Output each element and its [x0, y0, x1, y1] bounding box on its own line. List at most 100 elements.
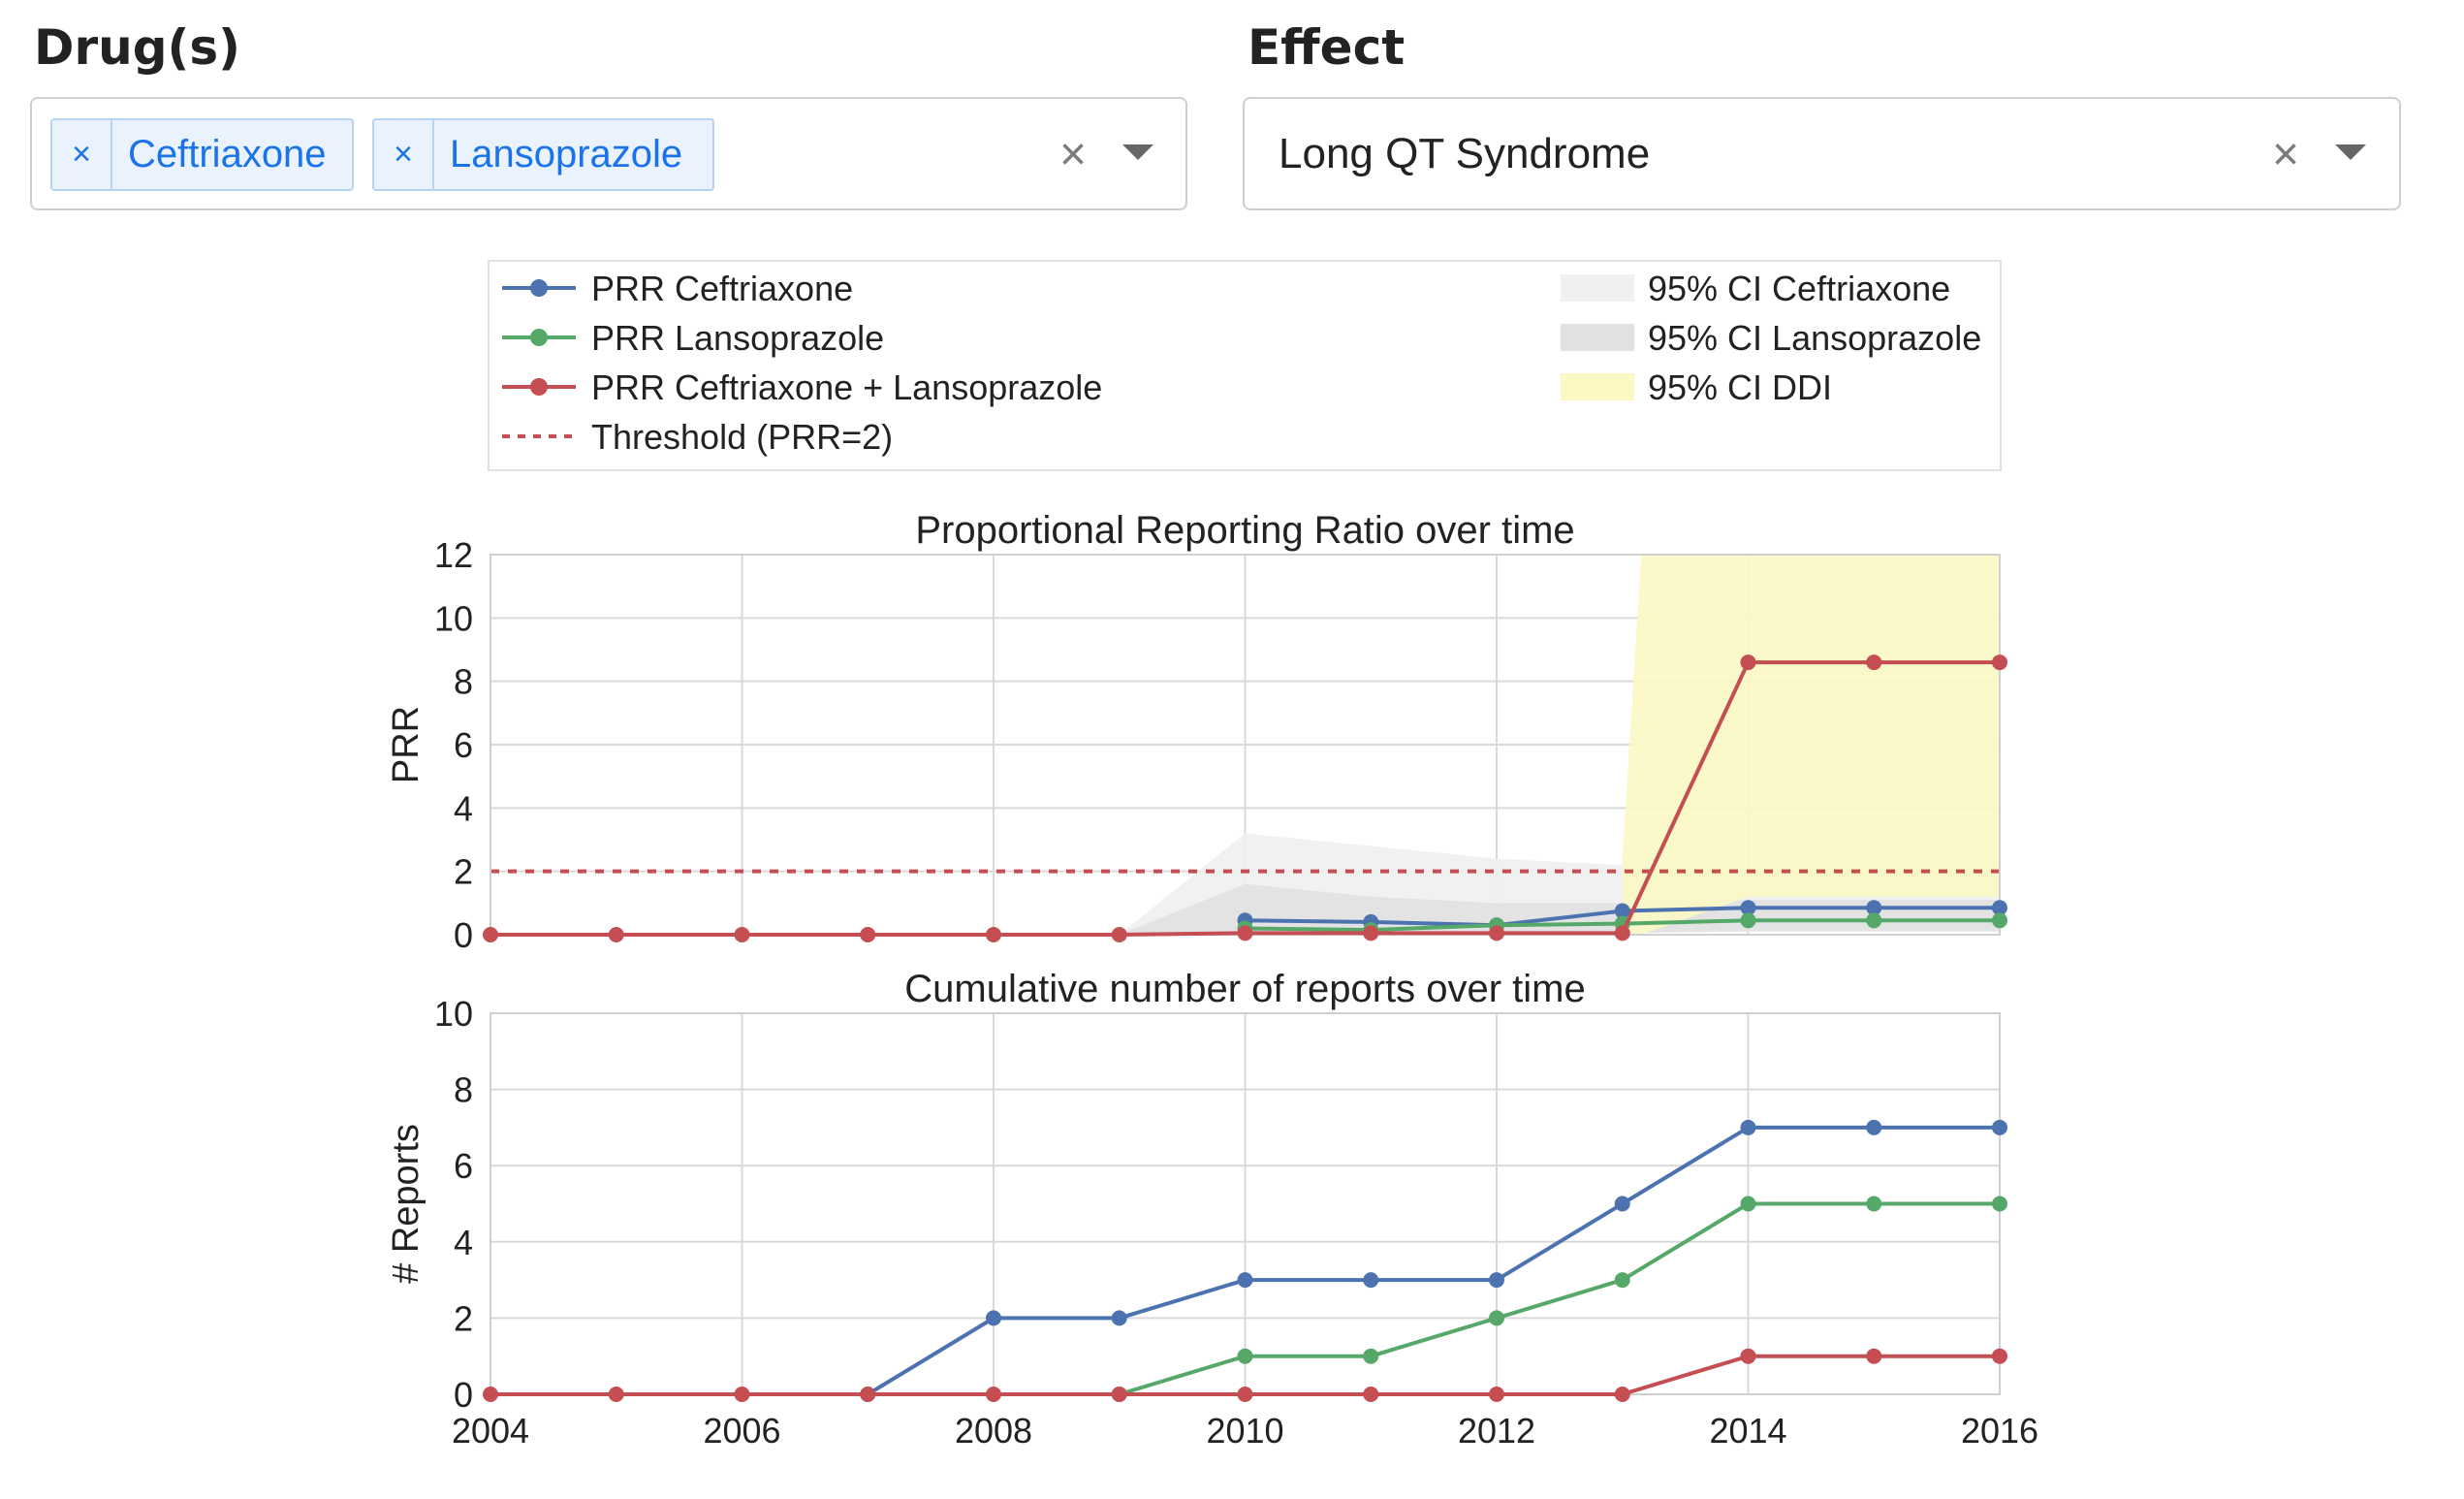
- series-point: [1111, 1310, 1127, 1326]
- series-point: [1363, 925, 1379, 941]
- legend: PRR Ceftriaxone PRR Lansoprazole PRR Ceftr…: [488, 260, 2002, 471]
- y-tick-label: 2: [454, 852, 473, 892]
- series-point: [1740, 1119, 1756, 1135]
- series-point: [734, 927, 750, 942]
- series-point: [483, 1387, 498, 1402]
- y-tick-label: 0: [454, 915, 473, 955]
- legend-ci-swatch: [1561, 274, 1634, 302]
- legend-marker: [530, 329, 548, 346]
- series-point: [1866, 1196, 1882, 1212]
- series-point: [1992, 654, 2007, 671]
- series-point: [1363, 1387, 1379, 1402]
- series-point: [1866, 900, 1882, 916]
- tag-remove-ceftriaxone-button[interactable]: ×: [52, 120, 112, 189]
- caret-down-icon[interactable]: [1122, 144, 1153, 160]
- tag-ceftriaxone: × Ceftriaxone: [50, 118, 354, 191]
- chart-title: Proportional Reporting Ratio over time: [915, 509, 1574, 552]
- series-point: [1489, 925, 1504, 941]
- x-tick-label: 2008: [955, 1411, 1032, 1451]
- series-point: [1992, 1119, 2007, 1135]
- y-tick-label: 10: [434, 598, 473, 638]
- y-axis-label: # Reports: [386, 1124, 426, 1284]
- series-point: [1866, 654, 1882, 671]
- legend-label: PRR Lansoprazole: [591, 318, 884, 358]
- tag-lansoprazole: × Lansoprazole: [372, 118, 714, 191]
- reports-plot: Cumulative number of reports over time # …: [386, 968, 2038, 1451]
- series-point: [1992, 1196, 2007, 1212]
- series-point: [1614, 1272, 1630, 1289]
- y-tick-label: 4: [454, 1223, 473, 1262]
- series-point: [1237, 1387, 1253, 1402]
- series-point: [734, 1387, 750, 1402]
- legend-ci-swatch: [1561, 324, 1634, 351]
- legend-label: PRR Ceftriaxone: [591, 269, 853, 308]
- y-tick-label: 10: [434, 994, 473, 1034]
- series-point: [1740, 1196, 1756, 1212]
- series-point: [1614, 1196, 1630, 1212]
- y-tick-label: 12: [434, 535, 473, 575]
- series-point: [1111, 1387, 1127, 1402]
- drugs-select[interactable]: × Ceftriaxone × Lansoprazole ×: [30, 97, 1187, 210]
- x-tick-label: 2004: [452, 1411, 529, 1451]
- series-point: [1740, 912, 1756, 929]
- series-point: [1614, 925, 1630, 941]
- prr-plot: Proportional Reporting Ratio over time PR…: [386, 509, 2007, 955]
- series-point: [986, 1387, 1001, 1402]
- chart-title: Cumulative number of reports over time: [904, 968, 1586, 1010]
- series-line-1: [1119, 1201, 2000, 1396]
- legend-label: 95% CI DDI: [1648, 367, 1832, 407]
- series-point: [1614, 1387, 1630, 1402]
- series-point: [1489, 1310, 1504, 1326]
- series-point: [986, 927, 1001, 942]
- series-point: [1237, 1348, 1253, 1364]
- caret-down-icon[interactable]: [2335, 144, 2366, 160]
- series-point: [1992, 912, 2007, 929]
- series-point: [1363, 1272, 1379, 1289]
- series-point: [1489, 1272, 1504, 1289]
- series-point: [1614, 903, 1630, 919]
- series-point: [1866, 1119, 1882, 1135]
- series-point: [608, 1387, 624, 1402]
- drugs-clear-button[interactable]: ×: [1059, 129, 1088, 180]
- series-point: [608, 927, 624, 942]
- y-tick-label: 4: [454, 788, 473, 828]
- effect-value: Long QT Syndrome: [1279, 130, 1651, 177]
- effect-clear-button[interactable]: ×: [2272, 129, 2300, 180]
- tag-remove-lansoprazole-button[interactable]: ×: [374, 120, 434, 189]
- series-point: [1740, 1348, 1756, 1364]
- series-point: [1237, 925, 1253, 941]
- effect-select[interactable]: Long QT Syndrome ×: [1243, 97, 2401, 210]
- drugs-label: Drug(s): [34, 19, 241, 76]
- series-point: [1489, 1387, 1504, 1402]
- y-tick-label: 8: [454, 662, 473, 702]
- ci-band-2: [1622, 555, 2000, 935]
- y-tick-label: 6: [454, 1146, 473, 1186]
- series-point: [1992, 900, 2007, 916]
- x-tick-label: 2014: [1709, 1411, 1786, 1451]
- y-tick-label: 0: [454, 1375, 473, 1415]
- series-point: [1363, 1348, 1379, 1364]
- x-tick-label: 2012: [1458, 1411, 1535, 1451]
- series-point: [1866, 912, 1882, 929]
- x-tick-label: 2010: [1206, 1411, 1283, 1451]
- series-point: [860, 927, 876, 942]
- y-tick-label: 6: [454, 725, 473, 765]
- x-tick-label: 2016: [1961, 1411, 2038, 1451]
- series-line-0: [867, 1125, 2000, 1396]
- series-point: [1740, 654, 1756, 671]
- legend-marker: [530, 378, 548, 396]
- effect-label: Effect: [1248, 19, 1406, 76]
- y-tick-label: 8: [454, 1070, 473, 1110]
- tag-label-ceftriaxone: Ceftriaxone: [128, 133, 327, 175]
- x-tick-label: 2006: [703, 1411, 780, 1451]
- series-point: [986, 1310, 1001, 1326]
- legend-label: PRR Ceftriaxone + Lansoprazole: [591, 367, 1102, 407]
- series-point: [1111, 927, 1127, 942]
- y-tick-label: 2: [454, 1298, 473, 1338]
- series-point: [483, 927, 498, 942]
- legend-frame: [488, 260, 2002, 471]
- legend-ci-swatch: [1561, 373, 1634, 400]
- series-point: [1866, 1348, 1882, 1364]
- series-point: [860, 1387, 876, 1402]
